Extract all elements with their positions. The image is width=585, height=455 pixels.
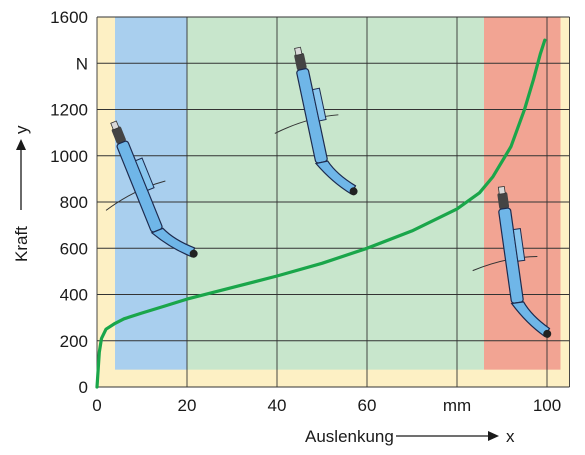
probe-arm (314, 160, 357, 195)
probe-icon (472, 185, 552, 338)
x-axis-symbol: x (506, 427, 515, 446)
probe-tip-cap (294, 46, 303, 56)
y-tick-label: 1000 (50, 147, 88, 166)
probe-icon (105, 120, 198, 258)
y-tick-label: 600 (60, 239, 88, 258)
probe-tip-head (111, 126, 126, 144)
x-tick-label: 100 (533, 396, 561, 415)
y-tick-label: 1600 (50, 8, 88, 27)
probe-end (543, 329, 552, 338)
probe-tip-cap (110, 120, 120, 131)
probe-tip-head (497, 192, 510, 210)
probe-arm (510, 301, 551, 338)
x-tick-label: 60 (358, 396, 377, 415)
y-tick-label: 800 (60, 193, 88, 212)
probe-icon (274, 46, 358, 196)
probe-tip-head (294, 53, 307, 71)
y-axis-symbol: y (12, 125, 31, 134)
y-tick-label: 200 (60, 332, 88, 351)
x-axis-title: Auslenkung (305, 427, 394, 446)
x-tick-label: 0 (92, 396, 101, 415)
probe-arm (150, 227, 196, 258)
y-tick-label: 0 (79, 378, 88, 397)
probe-clip (512, 228, 526, 262)
probe-tip-cap (497, 185, 506, 195)
probe-end (189, 249, 198, 258)
x-tick-label: 40 (268, 396, 287, 415)
force-curve (95, 38, 547, 389)
y-tick-label: 400 (60, 286, 88, 305)
y-tick-label: 1200 (50, 101, 88, 120)
probe-clip (311, 87, 327, 122)
probe-end (349, 187, 358, 196)
probe-clip (134, 157, 155, 191)
y-tick-label: N (76, 54, 88, 73)
y-axis-title: Kraft (12, 226, 31, 262)
x-tick-label: 20 (178, 396, 197, 415)
y-axis-arrowhead (16, 139, 26, 150)
zone-middle (187, 17, 484, 370)
x-tick-label: mm (443, 396, 471, 415)
y-axis-title-group: Kraft y (12, 125, 31, 262)
x-axis-arrowhead (488, 431, 499, 441)
